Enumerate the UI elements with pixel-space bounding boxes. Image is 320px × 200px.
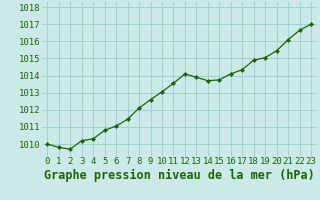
X-axis label: Graphe pression niveau de la mer (hPa): Graphe pression niveau de la mer (hPa)	[44, 169, 315, 182]
